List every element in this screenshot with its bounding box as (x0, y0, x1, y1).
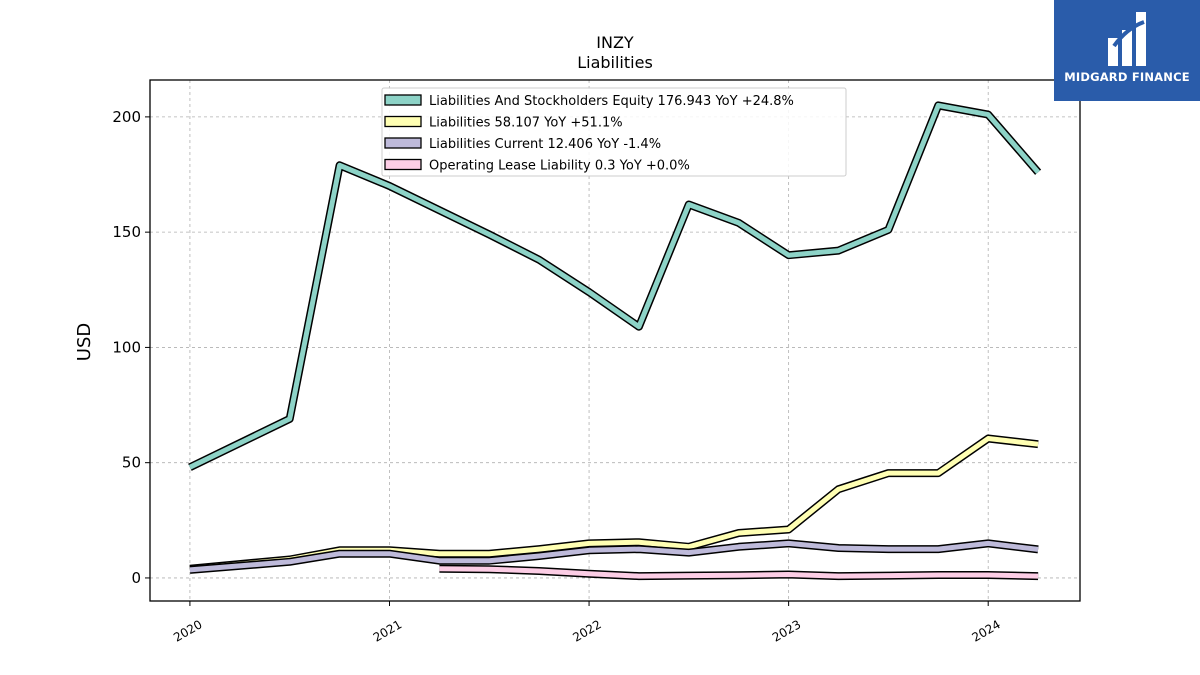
legend-entry: Liabilities Current 12.406 YoY -1.4% (429, 137, 661, 152)
brand-name: MIDGARD FINANCE (1064, 70, 1190, 84)
legend-box (381, 87, 847, 177)
series-stroke (189, 540, 1039, 573)
y-tick-label: 0 (131, 569, 141, 587)
x-tick-label: 2021 (371, 617, 404, 644)
brand-logo: MIDGARD FINANCE (1054, 0, 1200, 101)
chart-subtitle: Liabilities (577, 53, 653, 72)
legend-entry: Liabilities 58.107 YoY +51.1% (429, 116, 623, 131)
legend-swatch (384, 94, 422, 106)
legend-swatch (384, 137, 422, 149)
x-tick-label: 2022 (570, 617, 603, 644)
y-axis: 0 50 100 150 200 (112, 108, 150, 587)
x-tick-label: 2020 (171, 617, 204, 644)
legend-entry: Operating Lease Liability 0.3 YoY +0.0% (429, 159, 690, 174)
legend-swatch (384, 158, 422, 171)
x-tick-label: 2024 (969, 617, 1002, 644)
y-tick-label: 200 (112, 108, 141, 126)
legend-swatch (384, 115, 422, 128)
brand-mark-icon (1108, 12, 1146, 66)
y-tick-label: 150 (112, 223, 141, 241)
legend: Liabilities And Stockholders Equity 176.… (381, 87, 847, 177)
y-tick-label: 100 (112, 338, 141, 356)
x-axis: 2020 2021 2022 2023 2024 (171, 601, 1003, 645)
chart-title: INZY (596, 33, 634, 52)
series-stroke (188, 102, 1040, 470)
series-lines (188, 101, 1042, 581)
series-stroke (439, 566, 1039, 579)
plot-frame (149, 79, 1081, 602)
y-axis-label: USD (74, 323, 95, 361)
series-2-line (189, 539, 1039, 574)
series-3-line (439, 564, 1039, 581)
y-tick-label: 50 (122, 454, 141, 472)
x-tick-label: 2023 (770, 617, 803, 644)
series-0-line (188, 101, 1042, 471)
legend-entry: Liabilities And Stockholders Equity 176.… (429, 94, 794, 109)
